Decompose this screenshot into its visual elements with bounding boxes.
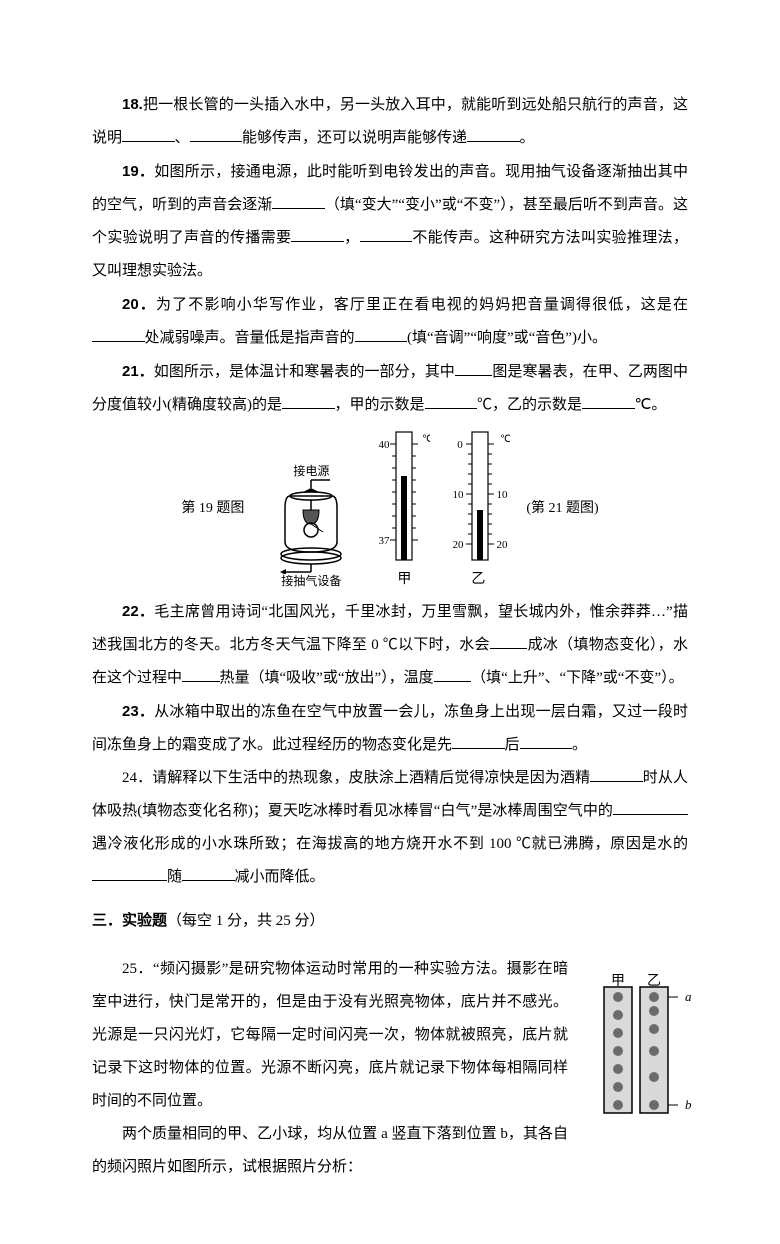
q18-text-c: 能够传声，还可以说明声能够传递 <box>242 130 467 146</box>
blank <box>190 126 243 142</box>
q25: 25．“频闪摄影”是研究物体运动时常用的一种实验方法。摄影在暗室中进行，快门是常… <box>92 953 688 1184</box>
blank <box>455 360 493 376</box>
q19-hint: （填“变大”“变小”或“不变”） <box>325 197 508 213</box>
belljar-bot-label: 接抽气设备 <box>266 574 356 588</box>
blank <box>452 733 505 749</box>
blank <box>122 126 175 142</box>
blank <box>613 799 688 815</box>
blank <box>355 326 408 342</box>
q19-num: 19． <box>122 163 154 180</box>
strobe-photo-icon: 甲乙ab <box>588 973 698 1143</box>
q21-text-a: 如图所示，是体温计和寒暑表的一部分，其中 <box>154 364 455 380</box>
q19: 19．如图所示，接通电源，此时能听到电铃发出的声音。现用抽气设备逐渐抽出其中的空… <box>92 155 688 288</box>
q21-text-c: ，甲的示数是 <box>335 397 425 413</box>
q18-text-d: 。 <box>520 130 535 146</box>
q21-caption: (第 21 题图) <box>526 494 598 525</box>
blank <box>490 633 528 649</box>
thermo-jia-wrap: 40 ℃ 37 甲 <box>378 430 430 589</box>
svg-text:10: 10 <box>497 489 509 501</box>
q20-text-c: 小。 <box>577 330 607 346</box>
q18-text-b: 、 <box>175 130 190 146</box>
blank <box>92 865 167 881</box>
q19-text-c: ， <box>344 230 360 246</box>
q21-text-d: ℃，乙的示数是 <box>477 397 582 413</box>
svg-text:40: 40 <box>379 439 391 451</box>
q18: 18.把一根长管的一头插入水中，另一头放入耳中，就能听到远处船只航行的声音，这说… <box>92 88 688 155</box>
q23-text-a: 从冰箱中取出的冻鱼在空气中放置一会儿，冻鱼身上出现一层白霜，又过一段时间冻鱼身上… <box>92 704 688 753</box>
thermo-yi-label: 乙 <box>452 572 504 589</box>
q22-num: 22． <box>122 603 154 620</box>
q25-text-a: “频闪摄影”是研究物体运动时常用的一种实验方法。摄影在暗室中进行，快门是常开的，… <box>92 961 568 1109</box>
q25-text-b: 两个质量相同的甲、乙小球，均从位置 a 竖直下落到位置 b，其各自的频闪照片如图… <box>92 1126 568 1175</box>
q21-num: 21． <box>122 363 154 380</box>
q24-text-d: 随 <box>167 869 182 885</box>
belljar-figure: 接电源 接抽气设备 <box>266 464 356 589</box>
blank <box>272 193 325 209</box>
blank <box>182 865 235 881</box>
svg-text:℃: ℃ <box>422 434 430 445</box>
section3-title-text: 三．实验题 <box>92 912 167 929</box>
svg-text:a: a <box>685 989 692 1004</box>
blank <box>582 393 635 409</box>
thermo-jia-label: 甲 <box>378 572 430 589</box>
blank <box>467 126 520 142</box>
q23-num: 23． <box>122 703 154 720</box>
thermometer-icon: 40 ℃ 37 <box>378 430 430 562</box>
q25-para1: 25．“频闪摄影”是研究物体运动时常用的一种实验方法。摄影在暗室中进行，快门是常… <box>92 953 568 1118</box>
q20-text-b: 处减弱噪声。音量低是指声音的 <box>145 330 355 346</box>
q18-num: 18. <box>122 96 143 113</box>
thermo-jia: 40 ℃ 37 <box>378 430 430 570</box>
svg-text:20: 20 <box>453 539 465 551</box>
q24-text-e: 减小而降低。 <box>235 869 325 885</box>
q22-text-c: 热量（填“吸收”或“放出”），温度 <box>220 670 434 686</box>
blank <box>182 666 220 682</box>
blank <box>520 733 573 749</box>
q25-para2: 两个质量相同的甲、乙小球，均从位置 a 竖直下落到位置 b，其各自的频闪照片如图… <box>92 1118 568 1184</box>
svg-text:℃: ℃ <box>500 434 510 445</box>
blank <box>590 766 643 782</box>
blank <box>282 393 335 409</box>
q24: 24．请解释以下生活中的热现象，皮肤涂上酒精后觉得凉快是因为酒精时从人体吸热(填… <box>92 762 688 894</box>
blank <box>425 393 478 409</box>
blank <box>360 226 413 242</box>
q24-text-a: 请解释以下生活中的热现象，皮肤涂上酒精后觉得凉快是因为酒精 <box>152 770 590 786</box>
thermo-yi: 0 ℃ 10 10 20 20 <box>452 430 504 570</box>
figure-row: 第 19 题图 接电源 接抽气设备 <box>92 430 688 589</box>
q23-text-c: 。 <box>572 737 587 753</box>
svg-text:0: 0 <box>458 439 464 451</box>
svg-text:20: 20 <box>497 539 509 551</box>
q19-caption: 第 19 题图 <box>181 494 244 525</box>
q21: 21．如图所示，是体温计和寒暑表的一部分，其中图是寒暑表，在甲、乙两图中分度值较… <box>92 355 688 422</box>
page: 18.把一根长管的一头插入水中，另一头放入耳中，就能听到远处船只航行的声音，这说… <box>0 0 780 1244</box>
q20-num: 20． <box>122 296 156 313</box>
thermometer-icon: 0 ℃ 10 10 20 20 <box>452 430 510 562</box>
thermo-yi-wrap: 0 ℃ 10 10 20 20 乙 <box>452 430 504 589</box>
blank <box>291 226 344 242</box>
q20-text-a: 为了不影响小华写作业，客厅里正在看电视的妈妈把音量调得很低，这是在 <box>156 297 688 313</box>
blank <box>434 666 472 682</box>
blank <box>92 326 145 342</box>
q20-hint: (填“音调”“响度”或“音色”) <box>407 330 577 346</box>
q23-text-b: 后 <box>505 737 520 753</box>
q22-hint: （填“上升”、“下降”或“不变”）。 <box>471 670 683 686</box>
svg-text:37: 37 <box>379 535 391 547</box>
q21-text-e: ℃。 <box>635 397 667 413</box>
q24-num: 24． <box>122 770 152 786</box>
section3-paren: （每空 1 分，共 25 分） <box>167 913 325 929</box>
q25-num: 25． <box>122 961 153 977</box>
section3-title: 三．实验题（每空 1 分，共 25 分） <box>92 904 688 938</box>
q23: 23．从冰箱中取出的冻鱼在空气中放置一会儿，冻鱼身上出现一层白霜，又过一段时间冻… <box>92 695 688 762</box>
svg-text:b: b <box>685 1097 692 1112</box>
q20: 20．为了不影响小华写作业，客厅里正在看电视的妈妈把音量调得很低，这是在处减弱噪… <box>92 288 688 355</box>
svg-text:10: 10 <box>453 489 465 501</box>
belljar-top-label: 接电源 <box>266 464 356 478</box>
q25-figure: 甲乙ab <box>588 973 698 1143</box>
q22: 22．毛主席曾用诗词“北国风光，千里冰封，万里雪飘，望长城内外，惟余莽莽…”描述… <box>92 595 688 695</box>
belljar-icon <box>270 478 352 574</box>
q24-text-c: 遇冷液化形成的小水珠所致；在海拔高的地方烧开水不到 100 ℃就已沸腾，原因是水… <box>92 836 688 852</box>
